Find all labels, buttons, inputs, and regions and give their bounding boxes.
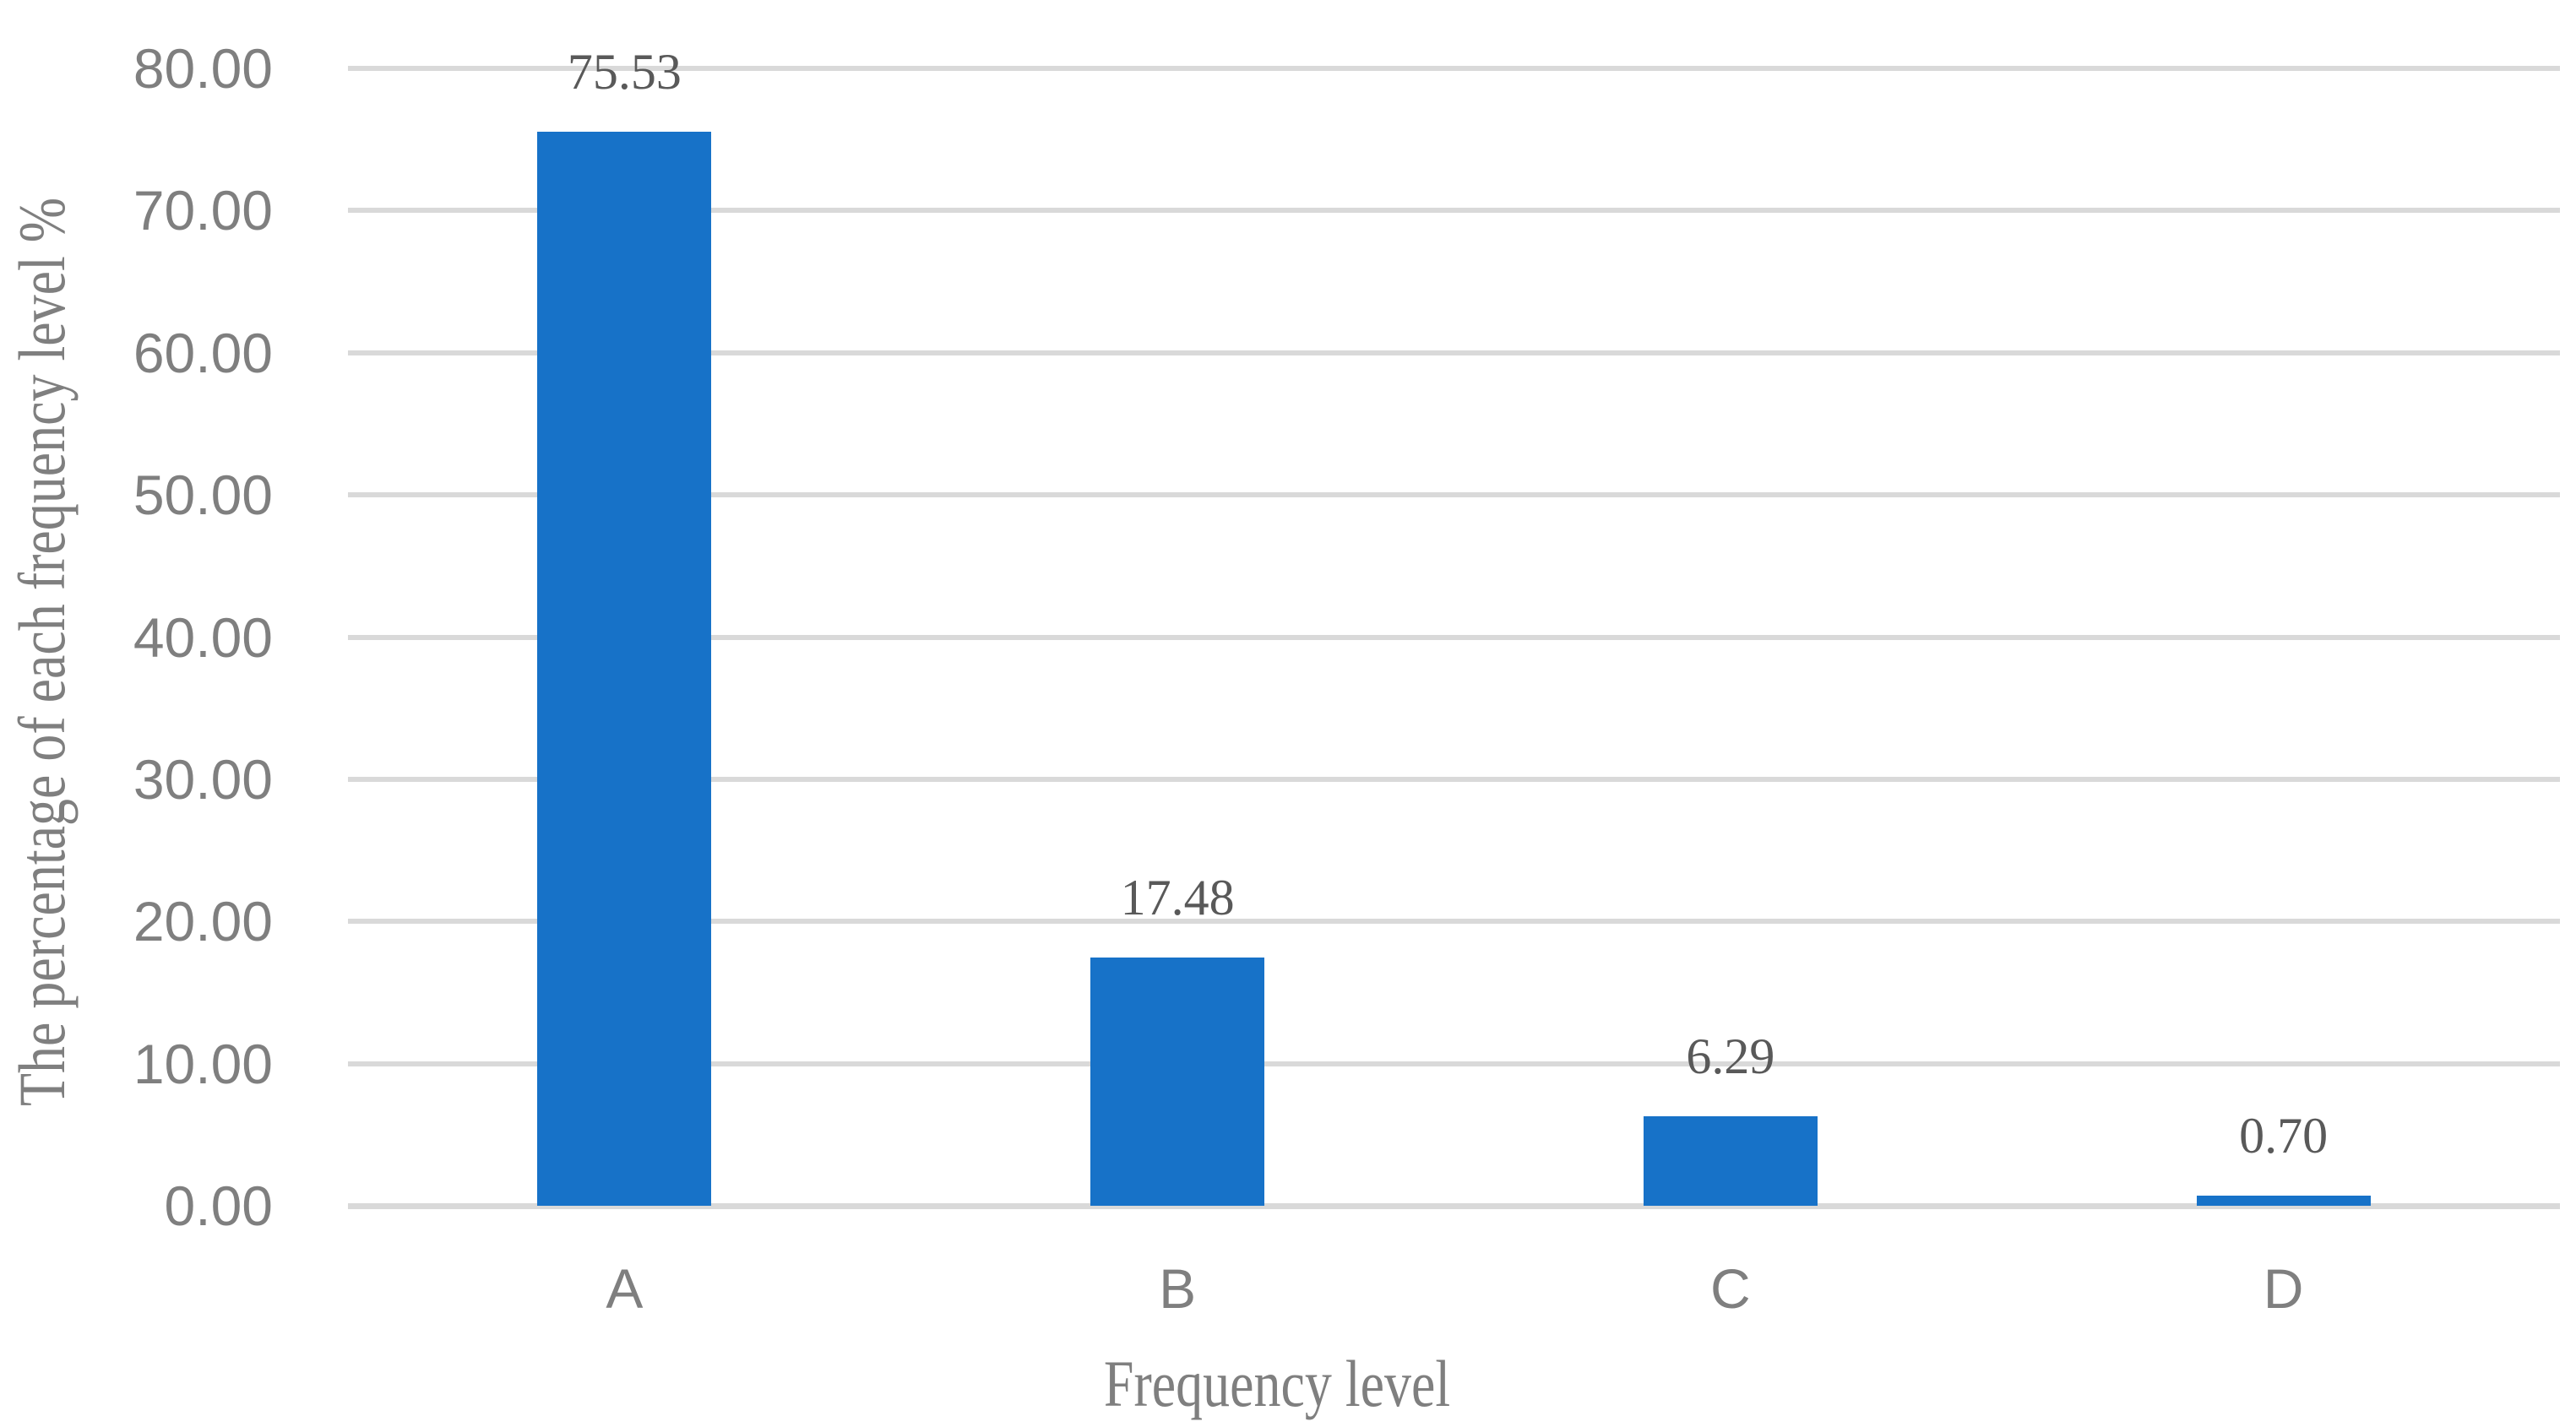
bar-D — [2196, 1196, 2371, 1206]
gridline — [348, 492, 2560, 498]
y-tick-label: 0.00 — [164, 1175, 273, 1237]
x-axis-line — [348, 1203, 2560, 1209]
y-tick-label: 70.00 — [133, 179, 273, 242]
y-tick-label: 60.00 — [133, 321, 273, 384]
bar-data-label: 0.70 — [2239, 1108, 2329, 1164]
x-category-label: C — [1710, 1257, 1751, 1320]
bar-B — [1090, 957, 1265, 1206]
y-tick-label: 40.00 — [133, 605, 273, 669]
bar-data-label: 75.53 — [567, 44, 682, 100]
bar-data-label: 17.48 — [1120, 869, 1235, 925]
gridline — [348, 208, 2560, 214]
x-axis-title: Frequency level — [1103, 1347, 1451, 1420]
gridline — [348, 350, 2560, 355]
y-tick-label: 80.00 — [133, 37, 273, 100]
x-category-label: D — [2263, 1257, 2304, 1320]
y-tick-label: 10.00 — [133, 1032, 273, 1095]
y-tick-label: 50.00 — [133, 464, 273, 527]
gridline — [348, 776, 2560, 782]
x-category-label: A — [606, 1257, 644, 1320]
bar-A — [537, 132, 712, 1206]
gridline — [348, 66, 2560, 71]
bar-C — [1643, 1116, 1818, 1206]
gridline — [348, 1061, 2560, 1066]
gridline — [348, 634, 2560, 640]
x-category-label: B — [1159, 1257, 1197, 1320]
bar-data-label: 6.29 — [1686, 1028, 1775, 1085]
y-tick-label: 20.00 — [133, 890, 273, 953]
y-tick-label: 30.00 — [133, 747, 273, 811]
gridline — [348, 919, 2560, 925]
